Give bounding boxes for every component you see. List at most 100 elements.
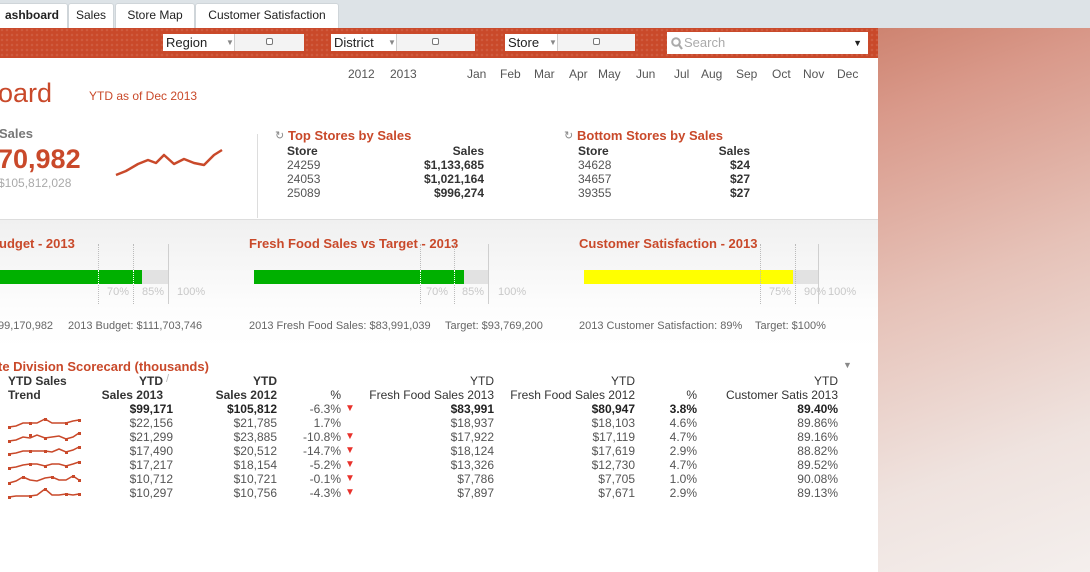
- month-may[interactable]: May: [598, 67, 621, 81]
- table-row[interactable]: $10,712 $10,721 -0.1% ▼ $7,786 $7,705 1.…: [0, 472, 850, 486]
- chevron-down-icon[interactable]: ▼: [843, 360, 852, 370]
- month-aug[interactable]: Aug: [701, 67, 723, 81]
- budget-actual-label: 99,170,982: [0, 320, 54, 332]
- search-box[interactable]: Search ▼: [667, 32, 868, 54]
- fresh-food-actual-label: 2013 Fresh Food Sales: $83,991,039: [249, 320, 431, 332]
- cell-ff-pct: 4.7%: [669, 458, 697, 472]
- checkbox-icon[interactable]: [432, 38, 439, 45]
- region-filter[interactable]: Region ▼: [163, 34, 304, 51]
- month-feb[interactable]: Feb: [500, 67, 521, 81]
- year-2012[interactable]: 2012: [348, 67, 375, 81]
- chevron-down-icon[interactable]: ▼: [226, 38, 234, 47]
- cell-ff-2012: $18,103: [591, 416, 635, 430]
- cell-ff-2013: $17,922: [450, 430, 494, 444]
- table-row[interactable]: $21,299 $23,885 -10.8% ▼ $17,922 $17,119…: [0, 430, 850, 444]
- header-fresh-food-2013[interactable]: Fresh Food Sales 2013: [369, 388, 494, 402]
- store-id: 34657: [578, 172, 612, 186]
- tick-label: 100%: [498, 286, 527, 298]
- header-ytd: YTD: [139, 374, 163, 388]
- refresh-icon[interactable]: ↻: [564, 130, 574, 142]
- checkbox-icon[interactable]: [266, 38, 273, 45]
- table-row-total[interactable]: $99,171 $105,812 -6.3% ▼ $83,991 $80,947…: [0, 402, 850, 416]
- fresh-food-gauge-bar[interactable]: [254, 270, 464, 284]
- district-filter-box[interactable]: [396, 34, 475, 51]
- cell-pct: -6.3%: [309, 402, 341, 416]
- store-sales: $24: [729, 158, 750, 172]
- month-apr[interactable]: Apr: [569, 67, 588, 81]
- month-nov[interactable]: Nov: [803, 67, 825, 81]
- store-filter-box[interactable]: [557, 34, 635, 51]
- header-sales-2013[interactable]: Sales 2013: [101, 388, 163, 402]
- month-oct[interactable]: Oct: [772, 67, 791, 81]
- tab-dashboard-label: ashboard: [4, 8, 59, 22]
- cell-ff-2013: $83,991: [450, 402, 494, 416]
- region-filter-box[interactable]: [234, 34, 304, 51]
- cell-ff-2013: $7,786: [457, 472, 494, 486]
- tab-sales[interactable]: Sales: [68, 3, 114, 28]
- header-ff-pct[interactable]: %: [686, 388, 697, 402]
- store-id: 25089: [287, 186, 321, 200]
- header-pct[interactable]: %: [330, 388, 341, 402]
- month-jul[interactable]: Jul: [674, 67, 690, 81]
- cell-pct: -5.2%: [309, 458, 341, 472]
- checkbox-icon[interactable]: [593, 38, 600, 45]
- table-row[interactable]: $17,490 $20,512 -14.7% ▼ $18,124 $17,619…: [0, 444, 850, 458]
- cell-sales-2012: $20,512: [233, 444, 277, 458]
- budget-gauge-bar[interactable]: [0, 270, 142, 284]
- month-jun[interactable]: Jun: [636, 67, 656, 81]
- month-sep[interactable]: Sep: [736, 67, 758, 81]
- down-triangle-icon: ▼: [345, 445, 355, 456]
- header-ytd: YTD: [253, 374, 277, 388]
- district-filter[interactable]: District ▼: [331, 34, 475, 51]
- table-row[interactable]: $17,217 $18,154 -5.2% ▼ $13,326 $12,730 …: [0, 458, 850, 472]
- store-id: 39355: [578, 186, 612, 200]
- store-id: 24259: [287, 158, 321, 172]
- store-filter[interactable]: Store ▼: [505, 34, 635, 51]
- threshold-line: [133, 270, 134, 284]
- chevron-down-icon[interactable]: ▼: [853, 38, 862, 48]
- col-sales: Sales: [452, 144, 484, 158]
- table-row[interactable]: $22,156 $21,785 1.7% $18,937 $18,103 4.6…: [0, 416, 850, 430]
- cell-pct: -4.3%: [309, 486, 341, 500]
- bottom-stores-title: Bottom Stores by Sales: [577, 128, 723, 143]
- cell-pct: 1.7%: [313, 416, 341, 430]
- cell-sales-2012: $10,721: [233, 472, 277, 486]
- threshold-line: [454, 270, 455, 284]
- satisfaction-gauge-bar[interactable]: [584, 270, 793, 284]
- region-filter-label: Region: [166, 35, 208, 50]
- refresh-icon[interactable]: ↻: [275, 130, 285, 142]
- sort-icon[interactable]: /: [166, 373, 170, 385]
- cell-ff-2013: $13,326: [450, 458, 494, 472]
- cell-sales-2012: $105,812: [226, 402, 277, 416]
- year-2013[interactable]: 2013: [390, 67, 417, 81]
- tab-dashboard[interactable]: ashboard: [0, 3, 68, 29]
- chevron-down-icon[interactable]: ▼: [549, 38, 557, 47]
- month-mar[interactable]: Mar: [534, 67, 555, 81]
- month-jan[interactable]: Jan: [467, 67, 487, 81]
- cell-cs: 89.52%: [797, 458, 838, 472]
- table-row[interactable]: $10,297 $10,756 -4.3% ▼ $7,897 $7,671 2.…: [0, 486, 850, 500]
- cell-sales-2012: $10,756: [233, 486, 277, 500]
- sales-kpi-value: 70,982: [0, 144, 81, 174]
- header-sales-2012[interactable]: Sales 2012: [215, 388, 277, 402]
- threshold-line: [795, 244, 796, 304]
- division-scorecard: te Division Scorecard (thousands) ▼ YTD …: [0, 358, 878, 508]
- month-dec[interactable]: Dec: [837, 67, 859, 81]
- tick-label: 75%: [769, 286, 792, 298]
- tab-store-map[interactable]: Store Map: [115, 3, 195, 28]
- cell-ff-pct: 4.6%: [669, 416, 697, 430]
- cell-sales-2013: $17,490: [129, 444, 173, 458]
- target-line: [168, 244, 169, 304]
- cell-ff-pct: 1.0%: [669, 472, 697, 486]
- cell-ff-pct: 3.8%: [669, 402, 697, 416]
- target-line: [818, 244, 819, 304]
- header-fresh-food-2012[interactable]: Fresh Food Sales 2012: [510, 388, 635, 402]
- header-customer-satis[interactable]: Customer Satis 2013: [725, 388, 838, 402]
- tab-customer-satisfaction[interactable]: Customer Satisfaction: [195, 3, 339, 28]
- tick-label: 70%: [426, 286, 449, 298]
- row-sparkline: [8, 461, 81, 470]
- tick-label: 85%: [142, 286, 165, 298]
- cell-ff-2012: $7,705: [598, 472, 635, 486]
- cell-ff-pct: 2.9%: [669, 444, 697, 458]
- chevron-down-icon[interactable]: ▼: [388, 38, 396, 47]
